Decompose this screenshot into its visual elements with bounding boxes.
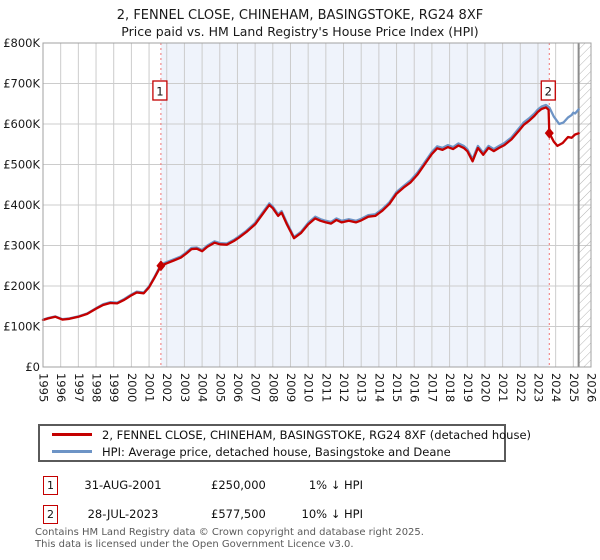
x-tick-label: 2004 [196, 373, 210, 402]
x-tick-label: 2016 [408, 373, 422, 402]
x-tick-label: 2013 [355, 373, 369, 402]
sale-marker-1-flag-label: 1 [156, 85, 163, 99]
x-tick-label: 2012 [337, 373, 351, 402]
footer-line-1: Contains HM Land Registry data © Crown c… [35, 527, 424, 538]
x-tick-label: 1999 [107, 373, 121, 402]
sale-marker-2-flag-label: 2 [545, 85, 552, 99]
sale-marker-2-point[interactable] [544, 127, 554, 139]
y-tick-label: £200K [3, 279, 40, 293]
x-tick-label: 2007 [249, 373, 263, 402]
x-tick-label: 1998 [90, 373, 104, 402]
x-tick-label: 1995 [37, 373, 51, 402]
x-tick-label: 2018 [443, 373, 457, 402]
y-tick-label: £400K [3, 198, 40, 212]
x-tick-label: 2021 [496, 373, 510, 402]
x-tick-label: 2025 [567, 373, 581, 402]
x-tick-label: 2024 [549, 373, 563, 402]
x-tick-label: 1996 [54, 373, 68, 402]
x-tick-label: 2017 [425, 373, 439, 402]
x-tick-label: 2000 [125, 373, 139, 402]
sale-2-price: £577,500 [211, 507, 266, 521]
plot-border [42, 42, 592, 368]
x-tick-label: 2022 [514, 373, 528, 402]
chart-title: 2, FENNEL CLOSE, CHINEHAM, BASINGSTOKE, … [117, 8, 483, 23]
sale-1-hpi-delta: 1% ↓ HPI [308, 478, 363, 492]
y-tick-label: £300K [3, 239, 40, 253]
y-tick-label: £100K [3, 320, 40, 334]
legend: 2, FENNEL CLOSE, CHINEHAM, BASINGSTOKE, … [38, 424, 531, 462]
x-tick-label: 2026 [585, 373, 599, 402]
license-footer: Contains HM Land Registry data © Crown c… [35, 527, 424, 550]
footer-line-2: This data is licensed under the Open Gov… [35, 538, 354, 550]
legend-item-hpi: HPI: Average price, detached house, Basi… [40, 445, 504, 459]
price-history-chart: 2, FENNEL CLOSE, CHINEHAM, BASINGSTOKE, … [3, 8, 599, 402]
price-paid-line-swatch [52, 433, 92, 436]
sale-1-date: 31-AUG-2001 [84, 478, 162, 492]
y-tick-label: £0 [25, 360, 40, 374]
sale-2-date: 28-JUL-2023 [87, 507, 159, 521]
sale-marker-1-flag [152, 80, 168, 101]
x-tick-label: 2009 [284, 373, 298, 402]
y-tick-label: £500K [3, 158, 40, 172]
sale-annotation-row-2: 2 28-JUL-2023 £577,500 10% ↓ HPI [0, 505, 600, 525]
sale-1-marker-badge: 1 [43, 476, 58, 495]
legend-item-price-paid: 2, FENNEL CLOSE, CHINEHAM, BASINGSTOKE, … [40, 428, 531, 442]
x-tick-label: 2006 [231, 373, 245, 402]
x-tick-label: 2010 [302, 373, 316, 402]
x-tick-label: 1997 [72, 373, 86, 402]
x-tick-label: 2023 [531, 373, 545, 402]
sale-2-marker-badge: 2 [43, 505, 58, 524]
y-tick-label: £700K [3, 77, 40, 91]
x-tick-label: 2014 [372, 373, 386, 402]
x-tick-label: 2015 [390, 373, 404, 402]
x-tick-label: 2001 [143, 373, 157, 402]
x-tick-label: 2019 [461, 373, 475, 402]
x-tick-label: 2005 [213, 373, 227, 402]
x-tick-label: 2002 [160, 373, 174, 402]
legend-label-price-paid: 2, FENNEL CLOSE, CHINEHAM, BASINGSTOKE, … [102, 427, 532, 442]
sale-1-price: £250,000 [211, 478, 266, 492]
y-tick-label: £600K [3, 117, 40, 131]
price-paid-line[interactable] [41, 106, 580, 322]
x-tick-label: 2020 [478, 373, 492, 402]
hpi-line-swatch [52, 450, 92, 453]
sale-2-hpi-delta: 10% ↓ HPI [301, 507, 363, 521]
sale-marker-1-point[interactable] [156, 260, 166, 272]
x-tick-label: 2008 [266, 373, 280, 402]
sale-marker-2-flag [540, 80, 556, 101]
legend-label-hpi: HPI: Average price, detached house, Basi… [102, 444, 451, 459]
future-hatch-region [578, 43, 591, 367]
x-tick-label: 2011 [319, 373, 333, 402]
y-tick-label: £800K [3, 36, 40, 50]
sale-annotation-row-1: 1 31-AUG-2001 £250,000 1% ↓ HPI [0, 476, 600, 496]
x-tick-label: 2003 [178, 373, 192, 402]
chart-subtitle: Price paid vs. HM Land Registry's House … [121, 24, 478, 39]
